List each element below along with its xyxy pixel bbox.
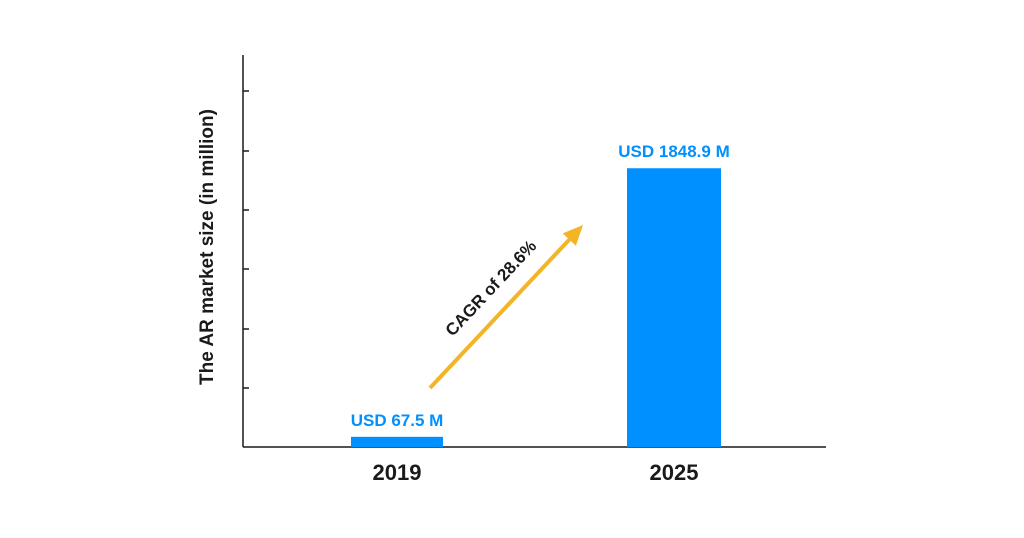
bar-2019 [351, 436, 443, 447]
y-axis-label: The AR market size (in million) [197, 109, 218, 385]
cagr-arrow-line [428, 238, 571, 390]
y-ticks [243, 90, 249, 389]
bars: USD 67.5 M 2019 USD 1848.9 M 2025 [351, 142, 730, 485]
data-label-2025: USD 1848.9 M [618, 142, 730, 161]
data-label-2019: USD 67.5 M [351, 411, 444, 430]
x-tick-label-2025: 2025 [650, 460, 699, 485]
cagr-arrow-head [562, 225, 583, 246]
axes [242, 55, 826, 448]
cagr-annotation: CAGR of 28.6% [428, 225, 583, 390]
x-tick-label-2019: 2019 [373, 460, 422, 485]
bar-2025 [627, 168, 721, 447]
